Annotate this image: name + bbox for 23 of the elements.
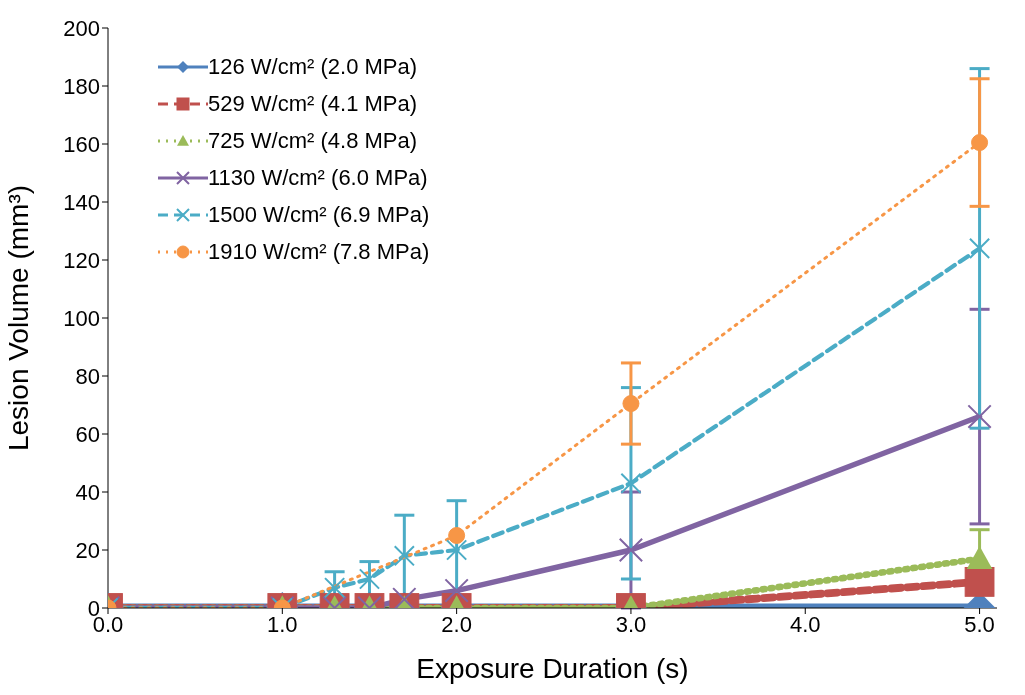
legend-label: 1130 W/cm² (6.0 MPa): [208, 164, 428, 191]
y-tick-label: 20: [75, 537, 100, 563]
x-tick-label: 5.0: [964, 611, 995, 637]
legend-label: 1910 W/cm² (7.8 MPa): [208, 238, 430, 265]
y-tick-label: 160: [63, 131, 100, 157]
x-tick-label: 2.0: [441, 611, 472, 637]
legend-label: 529 W/cm² (4.1 MPa): [208, 90, 418, 117]
y-tick-label: 120: [63, 247, 100, 273]
y-tick-label: 100: [63, 305, 100, 331]
y-tick-label: 60: [75, 421, 100, 447]
x-tick-label: 1.0: [267, 611, 298, 637]
y-tick-label: 180: [63, 73, 100, 99]
y-tick-label: 40: [75, 479, 100, 505]
x-tick-label: 3.0: [615, 611, 647, 637]
legend-label: 725 W/cm² (4.8 MPa): [208, 127, 418, 154]
x-tick-label: 4.0: [789, 611, 821, 637]
y-tick-label: 200: [63, 15, 100, 41]
y-tick-label: 140: [63, 189, 100, 215]
y-axis-title: Lesion Volume (mm³): [2, 184, 34, 452]
legend-label: 126 W/cm² (2.0 MPa): [208, 53, 418, 80]
y-tick-label: 80: [75, 363, 100, 389]
x-axis-title: Exposure Duration (s): [416, 653, 689, 684]
legend-label: 1500 W/cm² (6.9 MPa): [208, 201, 430, 228]
